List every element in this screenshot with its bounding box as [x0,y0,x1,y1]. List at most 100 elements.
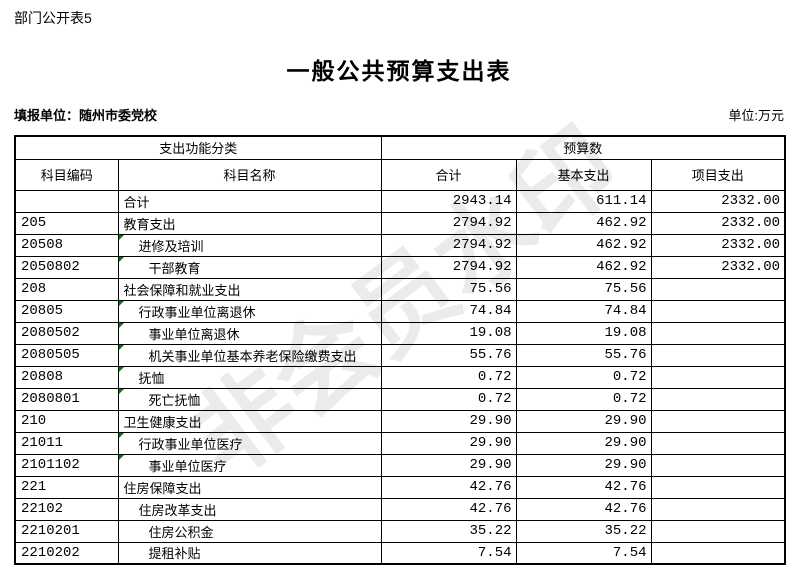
cell-basic: 462.92 [515,233,652,257]
page-title: 一般公共预算支出表 [286,58,512,84]
cell-project [650,431,786,455]
cell-total: 42.76 [380,475,517,499]
cell-code: 22102 [14,497,119,521]
cell-code: 221 [14,475,119,499]
cell-project: 2332.00 [650,189,786,213]
meta-row: 填报单位：随州市委党校 单位:万元 [14,105,784,124]
cell-basic: 462.92 [515,211,652,235]
cell-basic: 611.14 [515,189,652,213]
table-row: 2050802 干部教育 2794.92 462.92 2332.00 [14,255,786,279]
subject-name-text: 提租补贴 [148,546,201,562]
excel-text-marker-icon [118,388,124,394]
cell-basic: 29.90 [515,431,652,455]
header-total: 合计 [380,158,517,191]
cell-name: 事业单位离退休 [117,321,382,345]
cell-name: 住房公积金 [117,519,382,543]
cell-basic: 462.92 [515,255,652,279]
cell-basic: 42.76 [515,475,652,499]
table-body: 合计 2943.14 611.14 2332.00 205 教育支出 2794.92 462.… [14,189,786,565]
cell-total: 2794.92 [380,255,517,279]
cell-total: 0.72 [380,387,517,411]
cell-basic: 55.76 [515,343,652,367]
table-row: 2210202 提租补贴 7.54 7.54 [14,541,786,565]
cell-name: 提租补贴 [117,541,382,565]
cell-name: 进修及培训 [117,233,382,257]
cell-code: 208 [14,277,119,301]
cell-code: 2080801 [14,387,119,411]
cell-project [650,321,786,345]
table-row: 2080801 死亡抚恤 0.72 0.72 [14,387,786,411]
cell-basic: 0.72 [515,387,652,411]
cell-code: 2080502 [14,321,119,345]
cell-basic: 7.54 [515,541,652,565]
doc-label: 部门公开表5 [14,10,92,26]
cell-total: 29.90 [380,453,517,477]
cell-project: 2332.00 [650,255,786,279]
cell-code: 20508 [14,233,119,257]
cell-basic: 29.90 [515,409,652,433]
subject-name-text: 抚恤 [138,370,165,386]
cell-project [650,519,786,543]
cell-total: 42.76 [380,497,517,521]
subject-name-text: 住房改革支出 [138,502,217,518]
cell-name: 住房保障支出 [117,475,382,499]
cell-code: 20805 [14,299,119,323]
subject-name-text: 卫生健康支出 [123,414,202,430]
cell-name: 教育支出 [117,211,382,235]
header-columns-row: 科目编码 科目名称 合计 基本支出 项目支出 [14,158,786,191]
subject-name-text: 事业单位离退休 [148,326,240,342]
header-project-expenditure: 项目支出 [650,158,786,191]
subject-name-text: 行政事业单位医疗 [138,436,243,452]
cell-basic: 74.84 [515,299,652,323]
subject-name-text: 事业单位医疗 [148,458,227,474]
cell-code: 2210202 [14,541,119,565]
cell-project [650,387,786,411]
cell-name: 干部教育 [117,255,382,279]
subject-name-text: 干部教育 [148,260,201,276]
cell-total: 29.90 [380,409,517,433]
table-row: 21011 行政事业单位医疗 29.90 29.90 [14,431,786,455]
cell-code: 2080505 [14,343,119,367]
cell-name: 死亡抚恤 [117,387,382,411]
cell-total: 2794.92 [380,233,517,257]
table-row: 20805 行政事业单位离退休 74.84 74.84 [14,299,786,323]
budget-expenditure-table: 支出功能分类 预算数 科目编码 科目名称 合计 基本支出 项目支出 合计 2943… [14,135,787,565]
header-group-row: 支出功能分类 预算数 [14,135,786,160]
cell-basic: 0.72 [515,365,652,389]
subject-name-text: 行政事业单位离退休 [138,304,256,320]
excel-text-marker-icon [118,454,124,460]
table-row: 2210201 住房公积金 35.22 35.22 [14,519,786,543]
header-subject-code: 科目编码 [14,158,119,191]
excel-text-marker-icon [118,256,124,262]
table-row: 22102 住房改革支出 42.76 42.76 [14,497,786,521]
cell-total: 75.56 [380,277,517,301]
cell-total: 0.72 [380,365,517,389]
cell-name: 卫生健康支出 [117,409,382,433]
excel-text-marker-icon [118,300,124,306]
cell-code: 210 [14,409,119,433]
header-function-classification: 支出功能分类 [14,135,382,160]
cell-code: 20808 [14,365,119,389]
cell-project [650,475,786,499]
table-row: 20808 抚恤 0.72 0.72 [14,365,786,389]
cell-basic: 29.90 [515,453,652,477]
cell-total: 7.54 [380,541,517,565]
cell-project [650,299,786,323]
reporting-unit-label: 填报单位：随州市委党校 [14,108,158,123]
subject-name-text: 教育支出 [123,216,176,232]
subject-name-text: 合计 [123,194,150,210]
unit-note-label: 单位:万元 [728,108,784,123]
cell-name: 事业单位医疗 [117,453,382,477]
cell-name: 社会保障和就业支出 [117,277,382,301]
cell-basic: 42.76 [515,497,652,521]
cell-total: 19.08 [380,321,517,345]
table-row: 221 住房保障支出 42.76 42.76 [14,475,786,499]
table-row: 2080505 机关事业单位基本养老保险缴费支出 55.76 55.76 [14,343,786,367]
cell-name: 合计 [117,189,382,213]
excel-text-marker-icon [118,432,124,438]
cell-project: 2332.00 [650,211,786,235]
cell-total: 2794.92 [380,211,517,235]
cell-code: 2210201 [14,519,119,543]
cell-project [650,541,786,565]
excel-text-marker-icon [118,344,124,350]
